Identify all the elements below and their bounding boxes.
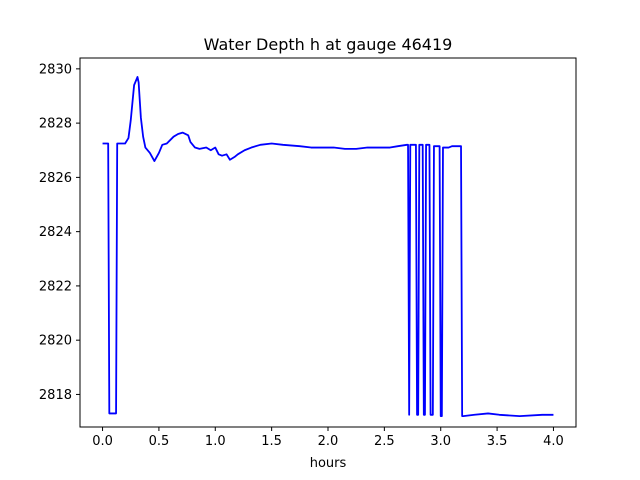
y-tick-label: 2822: [39, 279, 72, 294]
y-axis-ticks: 2818 2820 2822 2824 2826 2828 2830: [39, 62, 80, 403]
y-tick-label: 2820: [39, 334, 72, 349]
y-tick-label: 2828: [39, 117, 72, 132]
x-tick-label: 2.5: [374, 434, 395, 449]
series-line-0: [102, 76, 554, 418]
y-tick-label: 2824: [39, 225, 72, 240]
x-axis-ticks: 0.0 0.5 1.0 1.5 2.0 2.5 3.0 3.5 4.0: [92, 427, 564, 449]
chart-title: Water Depth h at gauge 46419: [204, 35, 453, 54]
x-axis-label: hours: [310, 456, 347, 471]
x-tick-label: 3.0: [430, 434, 451, 449]
x-tick-label: 0.0: [92, 434, 113, 449]
x-tick-label: 0.5: [149, 434, 170, 449]
y-tick-label: 2826: [39, 171, 72, 186]
y-tick-label: 2818: [39, 388, 72, 403]
x-tick-label: 4.0: [543, 434, 564, 449]
plot-frame: [79, 57, 577, 428]
plot-layer: [102, 76, 554, 418]
x-tick-label: 1.5: [261, 434, 282, 449]
y-tick-label: 2830: [39, 62, 72, 77]
x-tick-label: 3.5: [487, 434, 508, 449]
x-tick-label: 2.0: [318, 434, 339, 449]
x-tick-label: 1.0: [205, 434, 226, 449]
